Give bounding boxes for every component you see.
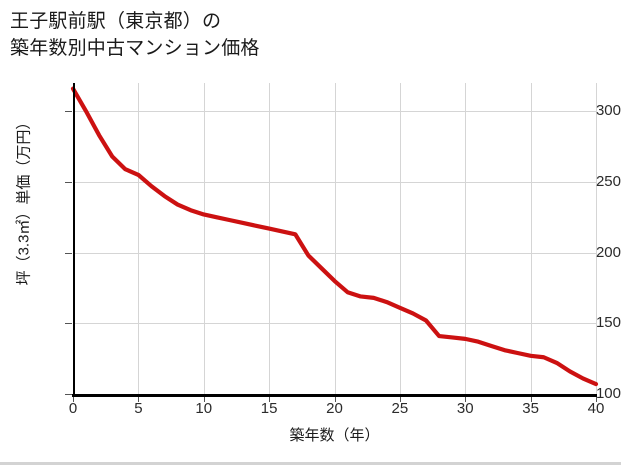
gridline-vertical — [465, 83, 467, 394]
y-tick-label: 300 — [595, 102, 621, 120]
plot-area — [70, 83, 599, 395]
gridline-vertical — [203, 83, 205, 394]
x-tick-mark — [334, 397, 336, 402]
gridline-vertical — [399, 83, 401, 394]
x-tick-label: 30 — [456, 400, 474, 417]
x-tick-label: 40 — [587, 400, 605, 417]
x-tick-label: 25 — [391, 400, 409, 417]
y-tick-label: 150 — [595, 314, 621, 332]
x-tick-mark — [203, 397, 205, 402]
y-tick-label: 100 — [595, 385, 621, 402]
y-axis-line — [73, 83, 75, 396]
x-tick-mark — [596, 397, 597, 402]
y-axis-title: 坪（3.3㎡）単価（万円） — [15, 114, 33, 286]
y-tick-label: 250 — [595, 172, 621, 190]
x-tick-mark — [465, 397, 467, 402]
gridline-vertical — [334, 83, 336, 394]
x-tick-label: 15 — [260, 400, 278, 417]
y-tick-label: 200 — [595, 243, 621, 261]
x-tick-mark — [73, 397, 74, 402]
x-tick-mark — [269, 397, 271, 402]
x-tick-label: 0 — [68, 400, 78, 417]
page-title: 王子駅前駅（東京都）の 築年数別中古マンション価格 — [10, 11, 260, 59]
price-line-series — [70, 86, 599, 387]
x-tick-mark — [530, 397, 532, 402]
y-tick-mark — [65, 394, 72, 395]
x-tick-label: 35 — [522, 400, 539, 417]
x-axis-line — [72, 394, 597, 397]
x-tick-label: 20 — [326, 400, 343, 417]
gridline-vertical — [530, 83, 532, 394]
x-tick-label: 10 — [195, 400, 213, 417]
y-tick-mark — [65, 181, 72, 183]
y-tick-mark — [65, 252, 72, 254]
x-tick-label: 5 — [134, 400, 143, 417]
line-series-svg — [70, 86, 599, 387]
y-axis-title-container: 坪（3.3㎡）単価（万円） — [8, 0, 38, 400]
gridline-vertical — [138, 83, 140, 394]
gridline-vertical — [269, 83, 271, 394]
x-tick-mark — [399, 397, 401, 402]
x-axis-title: 築年数（年） — [289, 427, 380, 444]
y-tick-mark — [65, 323, 72, 325]
x-tick-mark — [138, 397, 140, 402]
gridline-vertical — [596, 83, 597, 394]
y-tick-mark — [65, 111, 72, 113]
